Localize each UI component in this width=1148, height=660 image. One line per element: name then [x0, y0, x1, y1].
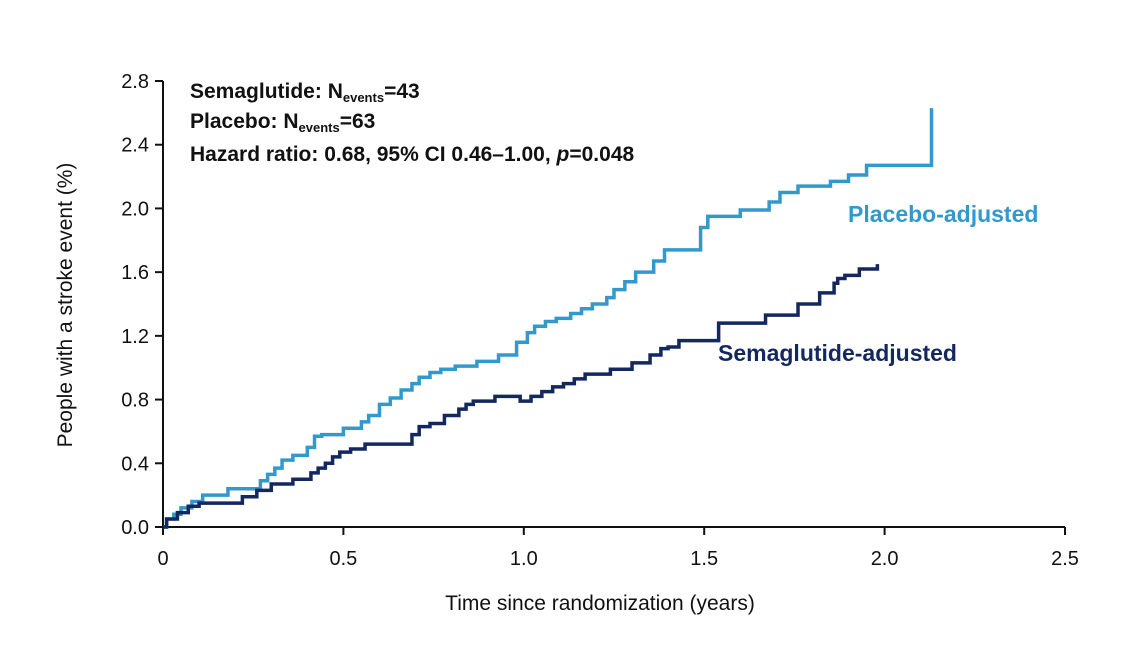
y-tick-label: 2.4	[121, 135, 149, 157]
x-tick-label: 1.0	[510, 548, 538, 570]
x-tick-label: 0	[157, 548, 168, 570]
y-tick-label: 0.0	[121, 517, 149, 539]
x-tick-label: 2.0	[871, 548, 899, 570]
annotation-placebo-events: Placebo: Nevents=63	[190, 110, 375, 135]
annotation-p-symbol: p	[556, 143, 570, 166]
annotation-hazard-suffix: =0.048	[569, 143, 634, 166]
series-label-semaglutide: Semaglutide-adjusted	[718, 340, 957, 366]
annotation-block: Semaglutide: Nevents=43 Placebo: Nevents…	[190, 80, 634, 166]
y-tick-label: 0.8	[121, 390, 149, 412]
series-line-semaglutide	[163, 264, 880, 529]
annotation-semaglutide-suffix: =43	[384, 80, 420, 103]
annotation-hazard-ratio: Hazard ratio: 0.68, 95% CI 0.46–1.00, p=…	[190, 143, 634, 166]
axes: 0.0 0.4 0.8 1.2 1.6 2.0 2.4 2.8 0 0.5 1.0 1.5 2.0 2.…	[121, 71, 1079, 570]
annotation-placebo-prefix: Placebo: N	[190, 110, 299, 133]
annotation-semaglutide-prefix: Semaglutide: N	[190, 80, 343, 103]
y-tick-label: 0.4	[121, 453, 149, 475]
y-axis-title: People with a stroke event (%)	[54, 163, 77, 448]
y-tick-label: 1.6	[121, 262, 149, 284]
x-tick-label: 1.5	[690, 548, 718, 570]
y-tick-label: 1.2	[121, 326, 149, 348]
x-axis-ticks: 0 0.5 1.0 1.5 2.0 2.5	[157, 527, 1079, 570]
x-tick-label: 0.5	[329, 548, 357, 570]
annotation-placebo-sub: events	[299, 120, 340, 135]
y-tick-label: 2.8	[121, 71, 149, 93]
y-axis-ticks: 0.0 0.4 0.8 1.2 1.6 2.0 2.4 2.8	[121, 71, 163, 539]
y-tick-label: 2.0	[121, 198, 149, 220]
series-layer	[163, 108, 934, 529]
x-tick-label: 2.5	[1051, 548, 1079, 570]
annotation-semaglutide-events: Semaglutide: Nevents=43	[190, 80, 420, 105]
annotation-hazard-prefix: Hazard ratio: 0.68, 95% CI 0.46–1.00,	[190, 143, 557, 166]
annotation-semaglutide-sub: events	[343, 90, 384, 105]
x-axis-title: Time since randomization (years)	[445, 592, 755, 615]
series-label-placebo: Placebo-adjusted	[848, 201, 1038, 227]
annotation-placebo-suffix: =63	[340, 110, 376, 133]
series-line-placebo	[163, 108, 934, 529]
